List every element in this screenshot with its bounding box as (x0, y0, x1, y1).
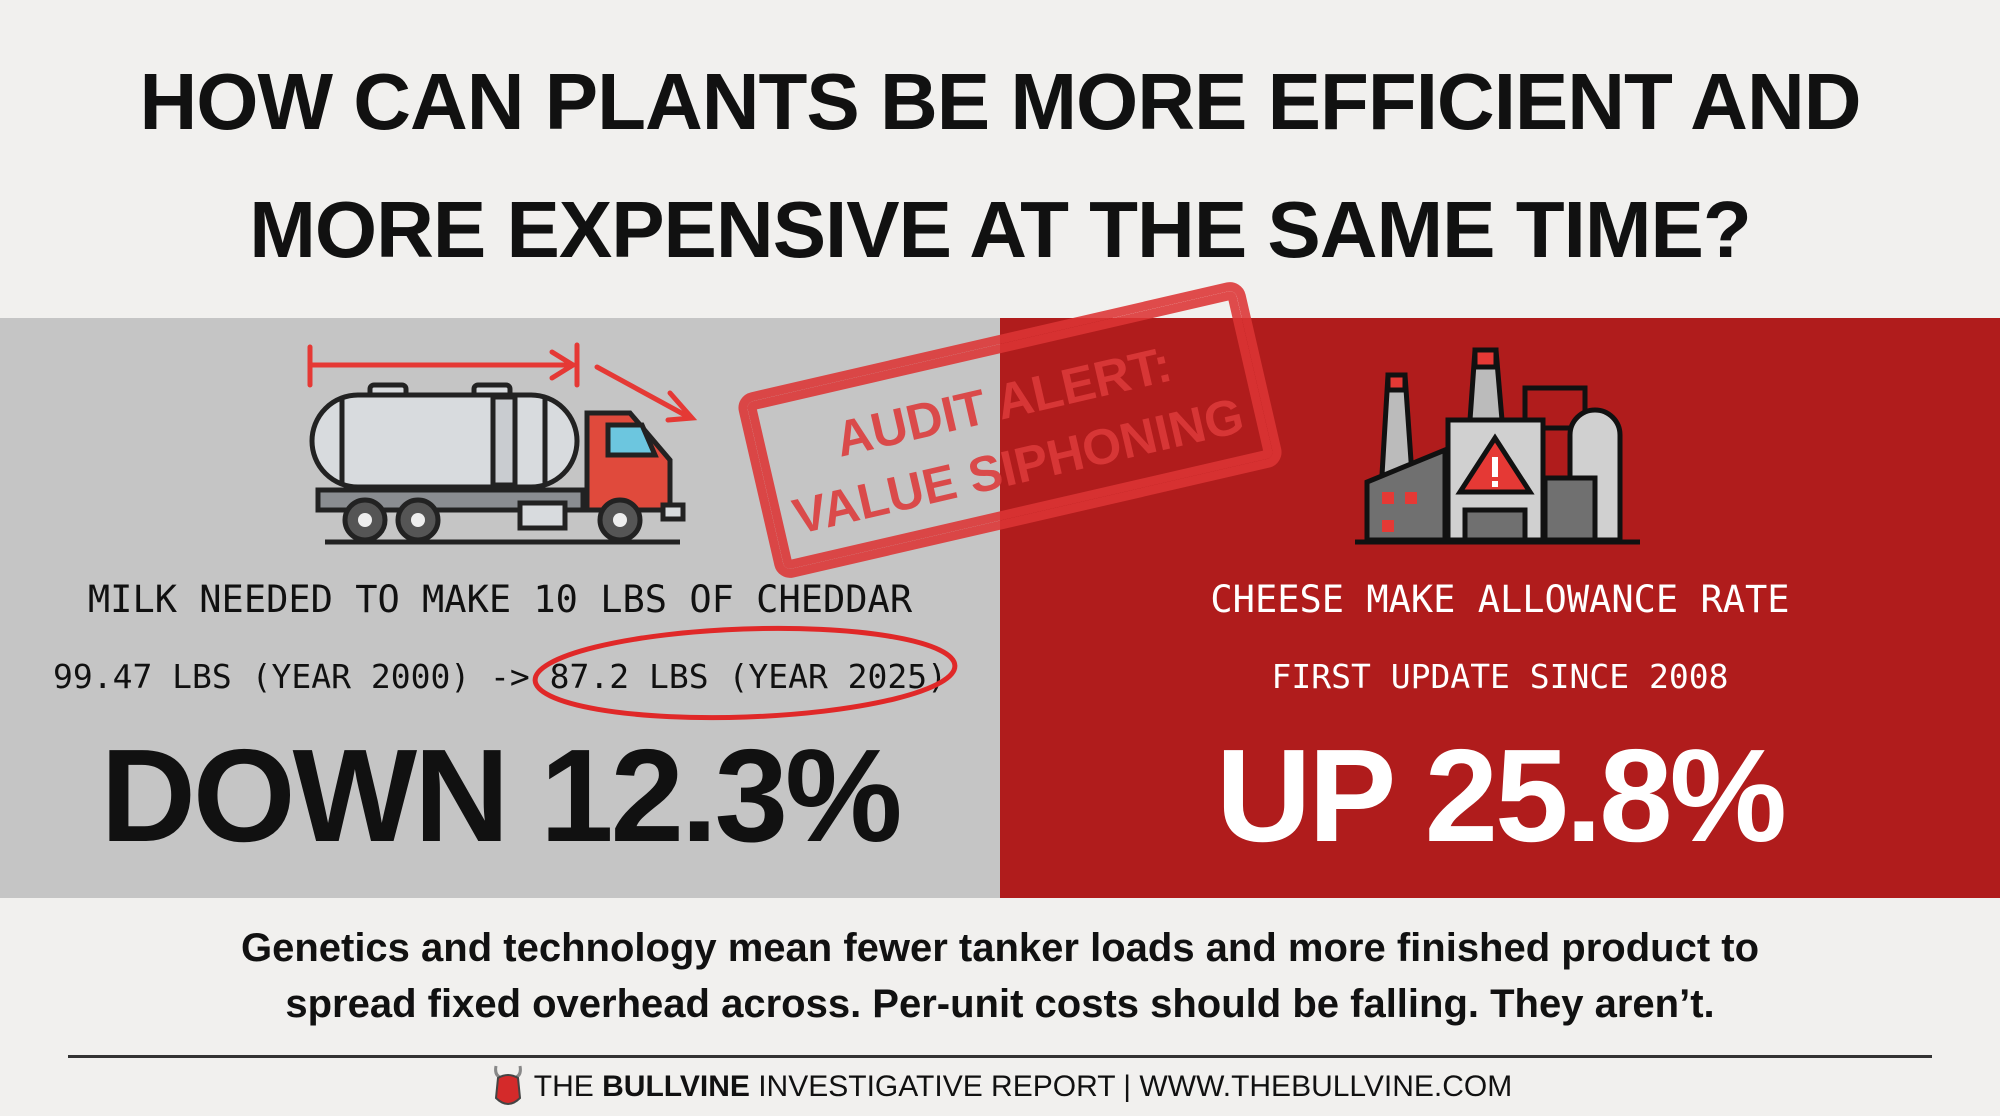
factory-warning-icon (1355, 347, 1640, 545)
comparison-after: 87.2 LBS (YEAR 2025) (549, 657, 948, 696)
milk-tanker-truck-icon (307, 342, 698, 545)
footer: THE BULLVINE INVESTIGATIVE REPORT | WWW.… (0, 1064, 2000, 1110)
comparison-before: 99.47 LBS (YEAR 2000) -> (52, 657, 530, 696)
allowance-label: CHEESE MAKE ALLOWANCE RATE (1210, 578, 1790, 621)
footer-divider (68, 1055, 1932, 1058)
footer-prefix: THE (533, 1070, 603, 1103)
milk-needed-label: MILK NEEDED TO MAKE 10 LBS OF CHEDDAR (87, 578, 913, 621)
footer-suffix: INVESTIGATIVE REPORT | WWW.THEBULLVINE.C… (749, 1070, 1513, 1103)
footer-brand: BULLVINE (602, 1070, 750, 1103)
down-percentage: DOWN 12.3% (100, 722, 903, 869)
up-percentage: UP 25.8% (1216, 722, 1787, 869)
title-line-2: MORE EXPENSIVE AT THE SAME TIME? (249, 185, 1751, 274)
body-line-1: Genetics and technology mean fewer tanke… (240, 926, 1760, 970)
bull-head-logo (493, 1065, 522, 1105)
allowance-sublabel: FIRST UPDATE SINCE 2008 (1271, 657, 1729, 696)
circled-highlight (532, 625, 958, 721)
body-line-2: spread fixed overhead across. Per-unit c… (285, 982, 1715, 1026)
milk-comparison: 99.47 LBS (YEAR 2000) -> 87.2 LBS (YEAR … (0, 657, 1000, 696)
title-line-1: HOW CAN PLANTS BE MORE EFFICIENT AND (139, 57, 1862, 146)
